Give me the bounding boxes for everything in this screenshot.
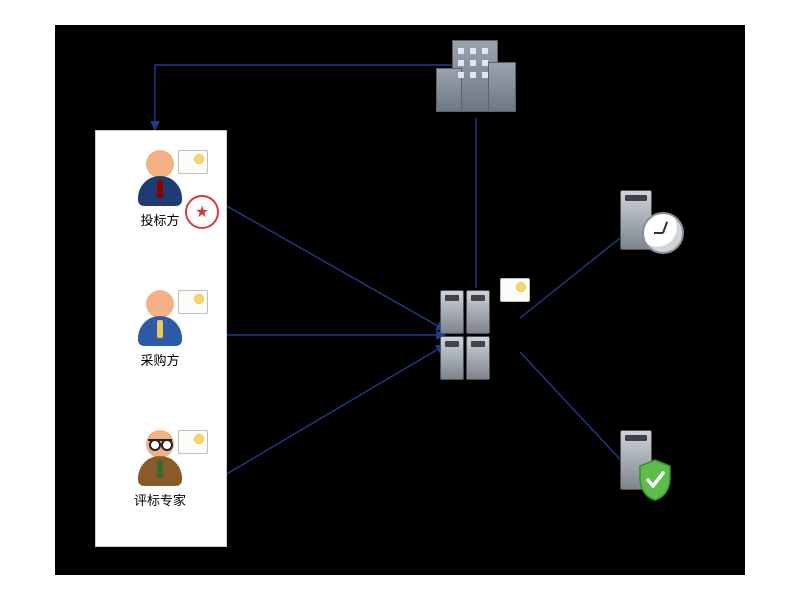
avatar-body [138, 176, 182, 206]
diagram-stage: { "diagram": { "type": "network", "backg… [0, 0, 800, 600]
certificate-icon [500, 278, 530, 302]
clock-icon [642, 212, 684, 254]
avatar-head [146, 430, 174, 458]
avatar-head [146, 150, 174, 178]
shield-icon [636, 458, 674, 502]
avatar-body [138, 316, 182, 346]
building-icon [430, 30, 520, 120]
certificate-icon [178, 290, 208, 314]
avatar-body [138, 456, 182, 486]
avatar-head [146, 290, 174, 318]
certificate-icon [178, 150, 208, 174]
role-expert-label: 评标专家 [120, 490, 200, 509]
stamp-icon: ★ [185, 195, 219, 229]
certificate-icon [178, 430, 208, 454]
role-buyer-label: 采购方 [120, 350, 200, 369]
